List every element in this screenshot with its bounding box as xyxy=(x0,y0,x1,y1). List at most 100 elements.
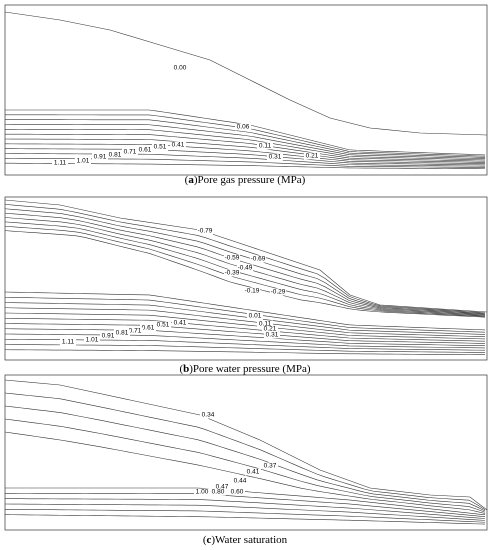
caption-part: )Pore gas pressure (MPa) xyxy=(194,174,306,186)
label-bg xyxy=(100,332,116,340)
label-bg xyxy=(244,287,260,295)
label-bg xyxy=(114,329,130,337)
contour-line xyxy=(4,509,486,523)
label-bg xyxy=(237,264,253,272)
contour-line xyxy=(4,344,486,353)
contour-label: 0.47 xyxy=(216,484,229,491)
label-bg xyxy=(210,488,226,496)
label-bg xyxy=(107,151,123,159)
label-bg xyxy=(247,312,263,320)
caption: (a)Pore gas pressure (MPa) xyxy=(185,174,306,186)
contour-line xyxy=(4,302,486,335)
contour-label: 1.01 xyxy=(77,158,90,165)
contour-line xyxy=(4,333,486,349)
label-bg xyxy=(262,325,278,333)
panel-frame xyxy=(4,374,488,531)
contour-line xyxy=(4,143,486,165)
label-bg xyxy=(92,153,108,161)
panel-frame xyxy=(4,196,488,361)
contour-line xyxy=(4,493,486,517)
label-bg xyxy=(262,462,278,470)
caption-part: )Pore water pressure (MPa) xyxy=(189,363,311,375)
label-bg xyxy=(245,468,261,476)
contour-label: 0.31 xyxy=(266,332,279,339)
label-bg xyxy=(155,321,171,329)
label-bg xyxy=(52,159,68,167)
caption-part: )Water saturation xyxy=(211,534,287,546)
contour-line xyxy=(4,129,486,161)
label-bg xyxy=(270,288,286,296)
contour-label: 0.60 xyxy=(231,489,244,496)
contour-label: 0.71 xyxy=(129,328,142,335)
contour-label: 1.11 xyxy=(62,339,75,346)
contour-line xyxy=(4,498,486,519)
label-bg xyxy=(232,477,248,485)
contour-line xyxy=(4,124,486,159)
label-bg xyxy=(224,269,240,277)
panel-frame xyxy=(4,4,488,176)
contour-label: -0.39 xyxy=(225,270,240,277)
label-bg xyxy=(152,143,168,151)
label-bg xyxy=(137,146,153,154)
contour-label: -0.69 xyxy=(251,256,266,263)
contour-label: 0.21 xyxy=(264,326,277,333)
label-bg xyxy=(194,488,210,496)
contour-label: 0.44 xyxy=(234,478,247,485)
contour-label: -0.79 xyxy=(198,228,213,235)
caption-part: b xyxy=(183,363,189,375)
contour-label: 0.81 xyxy=(116,330,129,337)
contour-line xyxy=(4,323,486,344)
contour-label: 0.71 xyxy=(124,149,137,156)
contour-label: 0.81 xyxy=(109,152,122,159)
contour-label: 0.91 xyxy=(102,333,115,340)
contour-label: 0.37 xyxy=(264,463,277,470)
contour-line xyxy=(4,11,488,136)
contour-label: 1.11 xyxy=(54,160,67,167)
contour-label: -0.29 xyxy=(271,289,286,296)
label-bg xyxy=(140,324,156,332)
contour-line xyxy=(4,418,486,513)
contour-line xyxy=(4,148,486,166)
contour-line xyxy=(4,296,486,333)
contour-label: 0.51 xyxy=(157,322,170,329)
contour-label: -0.49 xyxy=(238,265,253,272)
contour-label: 0.11 xyxy=(259,321,272,328)
contour-label: 0.61 xyxy=(142,325,155,332)
contour-line xyxy=(4,328,486,347)
label-bg xyxy=(235,123,251,131)
contour-line xyxy=(4,291,486,331)
contour-label: 0.41 xyxy=(174,320,187,327)
label-bg xyxy=(172,64,188,72)
label-bg xyxy=(304,152,320,160)
contour-line xyxy=(4,392,486,510)
contour-line xyxy=(4,503,486,521)
contour-label: -0.59 xyxy=(225,255,240,262)
label-bg xyxy=(75,157,91,165)
contour-label: 1.01 xyxy=(86,337,99,344)
contour-line xyxy=(4,119,486,158)
contour-label: 0.31 xyxy=(269,154,282,161)
label-bg xyxy=(122,148,138,156)
contour-label: 0.80 xyxy=(212,489,225,496)
caption-part: a xyxy=(188,174,194,186)
label-bg xyxy=(127,327,143,335)
contour-line xyxy=(4,514,486,525)
contour-line xyxy=(4,153,486,167)
contour-line xyxy=(4,199,488,313)
contour-line xyxy=(4,312,486,340)
contour-line xyxy=(4,225,486,317)
caption-part: c xyxy=(207,534,212,546)
contour-label: 0.21 xyxy=(306,153,319,160)
caption: (c)Water saturation xyxy=(203,534,288,546)
label-bg xyxy=(172,319,188,327)
contour-line xyxy=(4,230,486,318)
contour-line xyxy=(4,349,486,356)
label-bg xyxy=(257,320,273,328)
contour-label: 0.00 xyxy=(174,65,187,72)
contour-label: 0.41 xyxy=(172,142,185,149)
contour-label: 0.51 xyxy=(154,144,167,151)
contour-line xyxy=(4,221,486,316)
caption-part: ( xyxy=(203,534,207,546)
label-bg xyxy=(224,254,240,262)
